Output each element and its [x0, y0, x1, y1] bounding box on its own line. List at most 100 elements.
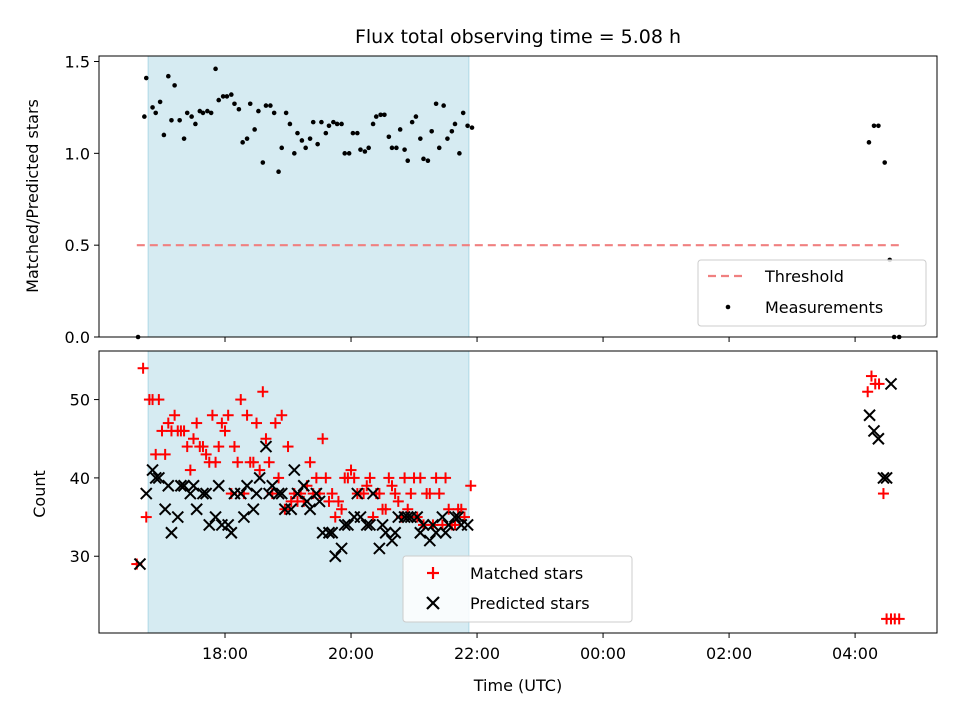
- predicted-star-stroke-b: [335, 542, 348, 555]
- matched-star-point: [865, 370, 877, 382]
- predicted-star-point: [259, 440, 273, 453]
- predicted-star-point: [187, 479, 200, 492]
- predicted-star-point: [174, 479, 188, 492]
- predicted-star-stroke-b: [313, 495, 326, 508]
- bottom-legend: Matched stars Predicted stars: [402, 555, 633, 623]
- predicted-star-point: [140, 487, 153, 500]
- matched-star-point: [317, 433, 329, 445]
- measurement-point: [157, 99, 163, 105]
- measurement-point: [342, 151, 348, 156]
- measurement-point: [449, 129, 455, 134]
- predicted-star-stroke-b: [442, 518, 455, 532]
- predicted-star-point: [410, 510, 424, 524]
- predicted-star-point: [284, 503, 298, 516]
- measurement-point: [150, 105, 155, 110]
- predicted-star-stroke-b: [373, 542, 386, 555]
- matched-star-point: [263, 456, 275, 468]
- predicted-star-point: [439, 526, 452, 539]
- bottom-y-tick-label: 30: [70, 547, 90, 566]
- measurement-point: [445, 136, 450, 141]
- matched-star-point: [228, 441, 240, 453]
- predicted-star-point: [877, 471, 890, 485]
- matched-star-point: [181, 441, 193, 453]
- top-y-tick-label: 1.0: [65, 144, 90, 163]
- measurement-point: [220, 94, 226, 99]
- predicted-star-stroke-b: [417, 518, 430, 532]
- matched-star-point: [210, 456, 222, 468]
- measurement-point: [279, 145, 285, 151]
- predicted-star-stroke-b: [171, 510, 184, 524]
- measurement-point: [405, 158, 411, 163]
- predicted-star-stroke-b: [303, 503, 317, 516]
- predicted-star-point: [177, 479, 191, 492]
- matched-star-point: [216, 417, 228, 429]
- matched-star-point: [282, 441, 294, 453]
- top-y-tick-label: 0.0: [65, 328, 90, 347]
- measurement-point: [457, 151, 462, 156]
- predicted-star-point: [212, 479, 225, 492]
- predicted-star-stroke-b: [322, 526, 336, 539]
- bottom-legend-box: [402, 555, 633, 623]
- predicted-star-point: [880, 471, 893, 485]
- matched-star-point: [405, 488, 417, 500]
- bottom-panel: 30 40 50 18:00 20:00 22:00 00:00 02:00 04:00 Co…: [30, 350, 938, 695]
- predicted-star-point: [863, 409, 876, 422]
- matched-star-point: [213, 441, 225, 453]
- measurement-point: [177, 117, 182, 123]
- predicted-star-point: [414, 526, 427, 539]
- measurement-point: [315, 141, 320, 147]
- bottom-y-axis-label: Count: [30, 470, 49, 518]
- predicted-star-stroke-b: [423, 534, 436, 547]
- bottom-axes-frame: [98, 350, 938, 634]
- predicted-star-stroke-b: [867, 424, 881, 438]
- matched-star-point: [251, 417, 263, 429]
- predicted-star-stroke-b: [448, 510, 462, 524]
- top-y-ticks: 0.0 0.5 1.0 1.5: [65, 53, 99, 347]
- predicted-star-point: [448, 510, 462, 524]
- predicted-star-point: [338, 518, 351, 532]
- matched-star-point: [440, 472, 452, 484]
- matched-star-point: [269, 417, 281, 429]
- top-y-axis-label: Matched/Predicted stars: [23, 99, 42, 293]
- measurement-point: [346, 151, 352, 156]
- predicted-star-point: [329, 550, 342, 563]
- predicted-star-stroke-b: [174, 479, 188, 492]
- matched-star-point: [443, 503, 455, 515]
- measurement-point: [271, 110, 277, 116]
- matched-star-point: [323, 495, 335, 507]
- x-axis-label: Time (UTC): [473, 676, 562, 695]
- matched-star-point: [380, 503, 392, 515]
- matched-star-point: [310, 472, 322, 484]
- predicted-star-stroke-b: [414, 526, 427, 539]
- measurement-point: [244, 136, 250, 141]
- top-shaded-span: [147, 55, 470, 338]
- predicted-star-point: [461, 518, 474, 532]
- measurement-point: [402, 147, 407, 152]
- legend-measurements-label: Measurements: [765, 298, 883, 317]
- predicted-star-point: [184, 487, 197, 500]
- x-tick-label: 20:00: [328, 644, 374, 663]
- measurement-point: [876, 123, 881, 129]
- predicted-star-point: [266, 479, 279, 492]
- measurement-point: [460, 110, 466, 116]
- predicted-star-stroke-b: [341, 518, 355, 532]
- predicted-star-point: [165, 526, 178, 539]
- measurement-point: [263, 103, 269, 108]
- measurement-point: [153, 110, 159, 116]
- predicted-star-stroke-b: [325, 526, 339, 539]
- predicted-star-stroke-b: [247, 503, 260, 516]
- matched-star-point: [414, 472, 426, 484]
- predicted-star-stroke-b: [158, 503, 172, 516]
- matched-star-point: [465, 480, 477, 492]
- matched-star-point: [364, 472, 376, 484]
- measurement-point: [421, 156, 426, 162]
- predicted-star-point: [417, 518, 430, 532]
- measurement-point: [866, 140, 872, 145]
- measurement-point: [205, 108, 210, 114]
- predicted-star-stroke-b: [225, 526, 238, 539]
- predicted-star-stroke-b: [266, 479, 279, 492]
- measurement-point: [161, 132, 167, 138]
- measurement-point: [469, 125, 475, 130]
- measurement-point: [413, 114, 419, 119]
- predicted-star-stroke-b: [177, 479, 191, 492]
